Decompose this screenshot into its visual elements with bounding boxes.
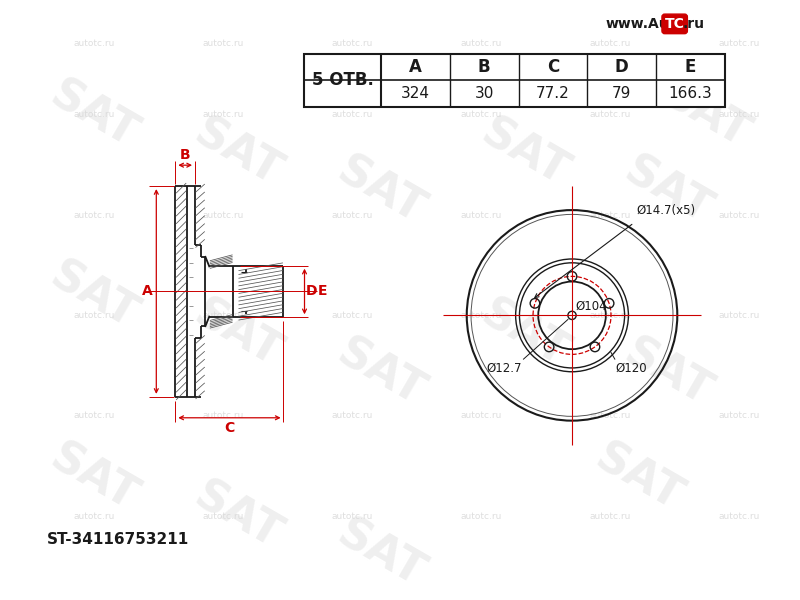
Text: www.Auto: www.Auto <box>606 17 686 31</box>
Text: autotc.ru: autotc.ru <box>590 211 631 220</box>
Text: SAT: SAT <box>186 292 289 376</box>
Text: SAT: SAT <box>616 149 719 233</box>
Text: autotc.ru: autotc.ru <box>202 211 244 220</box>
Text: SAT: SAT <box>473 292 575 376</box>
Text: SAT: SAT <box>330 512 432 596</box>
Text: SAT: SAT <box>186 111 289 195</box>
Text: Ø14.7(x5): Ø14.7(x5) <box>636 204 695 217</box>
Text: 30: 30 <box>474 86 494 101</box>
Text: 79: 79 <box>612 86 631 101</box>
Text: 324: 324 <box>401 86 430 101</box>
Text: autotc.ru: autotc.ru <box>202 38 244 47</box>
Text: autotc.ru: autotc.ru <box>590 311 631 320</box>
Text: autotc.ru: autotc.ru <box>331 411 373 420</box>
Text: autotc.ru: autotc.ru <box>590 110 631 119</box>
Text: SAT: SAT <box>43 254 146 338</box>
Text: C: C <box>546 58 559 76</box>
Text: D: D <box>306 284 317 298</box>
Text: autotc.ru: autotc.ru <box>74 411 115 420</box>
Text: autotc.ru: autotc.ru <box>202 411 244 420</box>
Text: .ru: .ru <box>683 17 705 31</box>
Text: autotc.ru: autotc.ru <box>461 110 502 119</box>
Text: autotc.ru: autotc.ru <box>461 211 502 220</box>
Text: B: B <box>478 58 490 76</box>
Text: autotc.ru: autotc.ru <box>74 110 115 119</box>
Text: SAT: SAT <box>473 111 575 195</box>
Text: SAT: SAT <box>43 436 146 520</box>
Text: A: A <box>142 284 153 298</box>
Text: SAT: SAT <box>654 73 757 157</box>
Text: ST-34116753211: ST-34116753211 <box>46 532 189 547</box>
Text: SAT: SAT <box>616 331 719 415</box>
Text: SAT: SAT <box>43 73 146 157</box>
Text: D: D <box>615 58 629 76</box>
Text: autotc.ru: autotc.ru <box>74 38 115 47</box>
Text: autotc.ru: autotc.ru <box>461 512 502 521</box>
Text: autotc.ru: autotc.ru <box>718 110 760 119</box>
Text: autotc.ru: autotc.ru <box>718 211 760 220</box>
Text: autotc.ru: autotc.ru <box>590 411 631 420</box>
Text: autotc.ru: autotc.ru <box>331 211 373 220</box>
Text: autotc.ru: autotc.ru <box>74 311 115 320</box>
Text: autotc.ru: autotc.ru <box>331 311 373 320</box>
Text: autotc.ru: autotc.ru <box>590 38 631 47</box>
Text: 166.3: 166.3 <box>669 86 713 101</box>
Text: autotc.ru: autotc.ru <box>202 110 244 119</box>
Text: B: B <box>180 148 190 161</box>
Text: SAT: SAT <box>588 436 690 520</box>
Text: E: E <box>685 58 696 76</box>
Text: TC: TC <box>665 17 685 31</box>
Text: autotc.ru: autotc.ru <box>718 311 760 320</box>
Text: autotc.ru: autotc.ru <box>202 311 244 320</box>
Text: SAT: SAT <box>330 149 432 233</box>
Text: autotc.ru: autotc.ru <box>461 38 502 47</box>
Text: autotc.ru: autotc.ru <box>74 512 115 521</box>
Text: C: C <box>224 421 234 435</box>
Text: 5 ОТВ.: 5 ОТВ. <box>312 71 374 89</box>
Text: autotc.ru: autotc.ru <box>718 38 760 47</box>
Text: autotc.ru: autotc.ru <box>461 311 502 320</box>
Text: autotc.ru: autotc.ru <box>331 512 373 521</box>
Bar <box>305 53 725 107</box>
Text: E: E <box>318 284 327 298</box>
Text: Ø104: Ø104 <box>576 299 607 313</box>
Text: Ø120: Ø120 <box>616 362 647 375</box>
Text: autotc.ru: autotc.ru <box>331 38 373 47</box>
Text: Ø12.7: Ø12.7 <box>486 362 522 375</box>
Text: A: A <box>409 58 422 76</box>
Text: SAT: SAT <box>330 331 432 415</box>
Text: autotc.ru: autotc.ru <box>331 110 373 119</box>
Text: autotc.ru: autotc.ru <box>718 411 760 420</box>
Text: SAT: SAT <box>186 474 289 558</box>
Text: autotc.ru: autotc.ru <box>718 512 760 521</box>
Text: autotc.ru: autotc.ru <box>202 512 244 521</box>
Text: 77.2: 77.2 <box>536 86 570 101</box>
Text: autotc.ru: autotc.ru <box>461 411 502 420</box>
Text: autotc.ru: autotc.ru <box>74 211 115 220</box>
Text: autotc.ru: autotc.ru <box>590 512 631 521</box>
